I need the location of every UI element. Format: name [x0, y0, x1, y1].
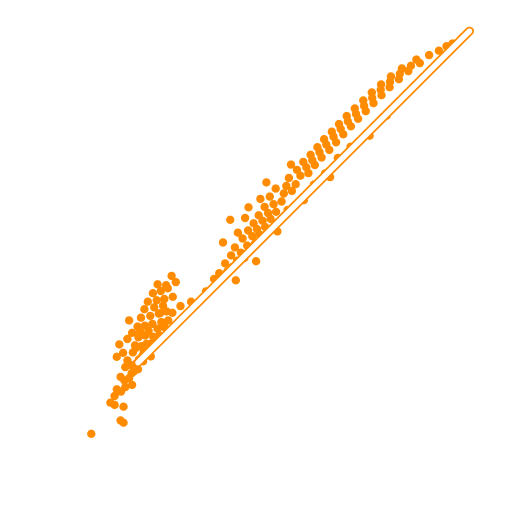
scatter-point: [148, 319, 157, 329]
scatter-point: [121, 382, 130, 392]
scatter-point: [240, 213, 250, 223]
scatter-point: [118, 348, 128, 357]
scatter-point: [256, 194, 265, 204]
scatter-point: [150, 303, 159, 312]
scatter-point: [424, 50, 434, 60]
scatter-point: [136, 313, 146, 322]
scatter-point: [167, 271, 176, 281]
scatter-point: [350, 104, 359, 113]
scatter-point: [231, 276, 240, 285]
scatter-point: [146, 311, 155, 321]
scatter-point: [140, 321, 149, 330]
scatter-point: [386, 72, 396, 81]
scatter-point: [158, 301, 168, 310]
scatter-point: [412, 55, 421, 64]
scatter-point: [291, 180, 300, 189]
scatter-point: [127, 380, 137, 390]
scatter-point: [286, 160, 296, 169]
scatter-point: [112, 352, 122, 361]
scatter-point: [359, 96, 368, 105]
scatter-point: [279, 189, 288, 198]
scatter-point: [299, 157, 308, 167]
scatter-point: [116, 372, 125, 382]
scatter-point: [119, 402, 128, 411]
scatter-point: [140, 305, 149, 314]
scatter-point: [171, 277, 180, 287]
scatter-point: [230, 243, 240, 252]
scatter-point: [313, 143, 322, 152]
scatter-point: [168, 292, 177, 301]
scatter-point: [260, 202, 269, 212]
scatter-point: [155, 309, 165, 318]
scatter-point: [269, 200, 278, 209]
scatter-point: [263, 208, 273, 218]
scatter-point: [265, 192, 274, 201]
trend-line-group: [133, 26, 474, 368]
scatter-point: [119, 418, 128, 427]
trend-line: [135, 28, 473, 366]
scatter-point: [110, 391, 119, 401]
scatter-point: [238, 234, 247, 243]
scatter-point: [87, 429, 96, 438]
scatter-point: [434, 46, 444, 55]
scatter-point: [334, 119, 344, 129]
scatter-point: [124, 316, 134, 325]
scatter-point: [287, 186, 297, 196]
scatter-point: [156, 286, 166, 296]
scatter-point: [168, 308, 177, 317]
scatter-point: [292, 165, 302, 175]
scatter-point: [115, 340, 124, 349]
scatter-point: [306, 150, 315, 159]
scatter-point: [406, 61, 416, 70]
scatter-point: [249, 219, 258, 228]
scatter-point: [284, 173, 294, 183]
scatter-point: [282, 181, 291, 191]
scatter-point: [226, 215, 235, 224]
scatter-point: [152, 296, 161, 305]
scatter-point: [243, 226, 253, 235]
scatter-point: [157, 317, 166, 327]
scatter-point: [176, 301, 185, 311]
scatter-point: [218, 238, 228, 247]
scatter-point: [271, 184, 280, 193]
scatter-point: [327, 127, 336, 136]
scatter-point: [123, 356, 132, 365]
scatter-point: [123, 334, 132, 344]
scatter-point: [233, 228, 243, 237]
scatter-point: [342, 111, 351, 121]
scatter-point: [397, 64, 407, 73]
scatter-point: [164, 316, 173, 325]
scatter-point: [220, 259, 230, 268]
scatter-point: [135, 327, 145, 337]
scatter-point: [271, 207, 281, 216]
scatter-point: [127, 328, 137, 337]
scatter-point: [110, 400, 119, 410]
scatter-point: [254, 211, 263, 220]
scatter-point: [262, 178, 271, 187]
scatter-point: [160, 294, 169, 304]
scatter-point: [244, 203, 253, 212]
scatter-point: [319, 135, 329, 144]
scatter-point: [143, 297, 152, 306]
scatter-point: [161, 281, 171, 290]
scatter-point: [226, 251, 236, 260]
scatter-point: [376, 80, 386, 89]
scatter-point: [251, 257, 261, 266]
scatter-point: [277, 197, 286, 206]
scatter-point: [130, 341, 140, 350]
scatter-point: [148, 289, 158, 298]
scatter-point: [367, 88, 376, 97]
scatter-point: [153, 280, 162, 289]
